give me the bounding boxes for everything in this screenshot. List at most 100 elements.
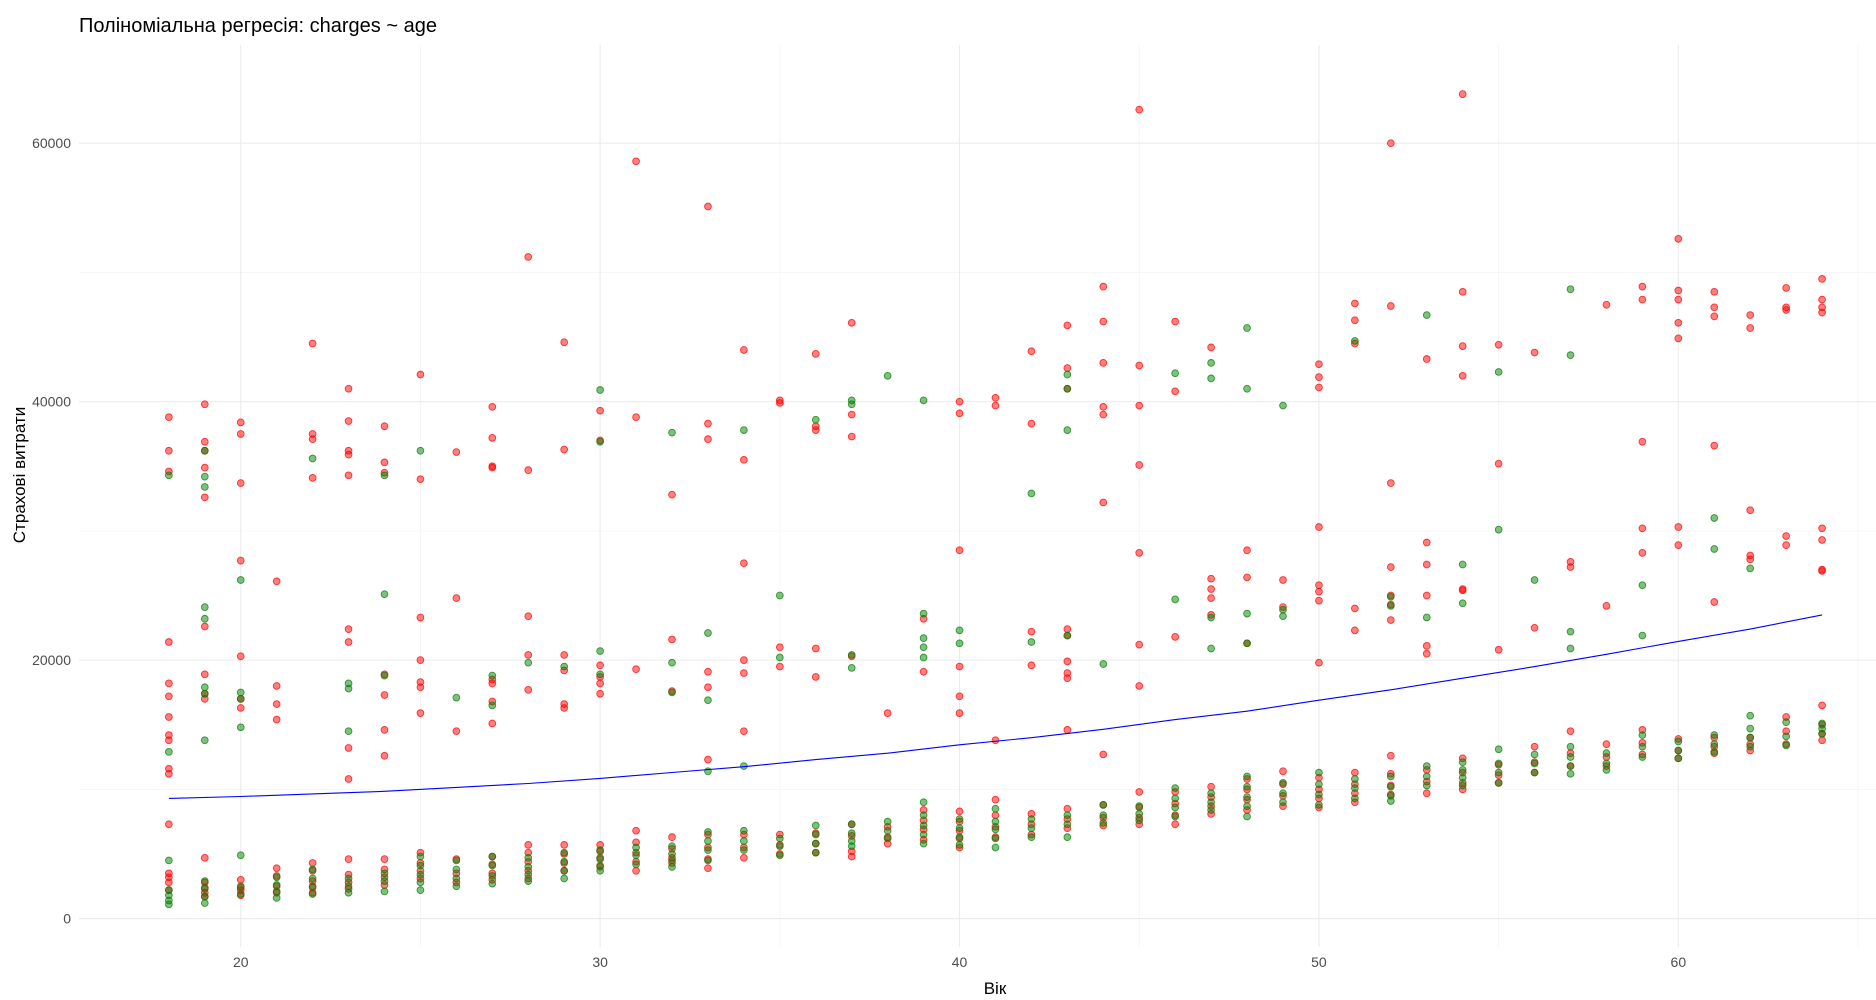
data-point	[308, 890, 317, 898]
data-point	[1602, 766, 1611, 774]
data-point	[308, 874, 317, 883]
data-point	[1027, 824, 1036, 832]
data-point	[775, 653, 784, 662]
data-point	[1386, 563, 1395, 571]
data-point	[1063, 820, 1072, 829]
data-point	[740, 426, 748, 434]
data-point	[488, 433, 497, 442]
data-point	[1207, 374, 1215, 383]
data-point	[1566, 727, 1575, 736]
data-point	[1530, 750, 1539, 759]
data-point	[1135, 802, 1144, 810]
data-point	[1494, 368, 1503, 376]
data-point	[1746, 742, 1755, 751]
data-point	[1099, 811, 1108, 820]
data-point	[1063, 384, 1072, 393]
data-point	[1638, 437, 1647, 446]
data-point	[1494, 768, 1503, 777]
data-point	[775, 662, 784, 671]
data-point	[380, 590, 389, 599]
data-point	[200, 670, 209, 679]
data-point	[1207, 343, 1215, 352]
data-point	[1458, 560, 1467, 569]
data-point	[775, 851, 784, 860]
data-point	[1243, 546, 1251, 555]
data-point	[1099, 660, 1108, 668]
data-point	[1315, 658, 1323, 667]
data-point	[165, 446, 173, 455]
data-point	[1782, 718, 1791, 726]
data-point	[488, 402, 497, 411]
data-point	[200, 603, 209, 611]
data-point	[1386, 592, 1395, 601]
data-point	[991, 795, 1000, 804]
data-point	[308, 435, 317, 443]
data-point	[1566, 769, 1575, 778]
data-point	[668, 856, 676, 865]
data-point	[1099, 819, 1108, 827]
data-point	[344, 625, 353, 633]
data-point	[200, 689, 209, 698]
data-point	[1710, 303, 1719, 312]
data-point	[1458, 758, 1467, 767]
data-point	[1422, 762, 1431, 770]
data-point	[632, 157, 640, 166]
data-point	[1063, 657, 1072, 666]
data-point	[524, 253, 533, 261]
data-point	[668, 428, 676, 437]
data-point	[1674, 234, 1683, 243]
data-point	[919, 396, 928, 405]
data-point	[488, 463, 497, 472]
data-point	[1422, 613, 1431, 622]
data-point	[165, 471, 173, 480]
data-point	[165, 820, 173, 829]
data-point	[200, 493, 209, 502]
data-point	[1458, 766, 1467, 774]
data-point	[236, 652, 245, 661]
data-point	[668, 863, 676, 871]
data-point	[775, 399, 784, 407]
data-point	[524, 877, 533, 885]
data-point	[1602, 749, 1611, 758]
data-point	[955, 662, 964, 671]
data-point	[919, 667, 928, 676]
data-point	[236, 890, 245, 898]
data-point	[1243, 384, 1251, 393]
y-tick-label: 60000	[32, 135, 71, 151]
data-point	[560, 841, 569, 849]
data-point	[1458, 586, 1467, 595]
data-point	[1422, 311, 1431, 319]
data-point	[811, 830, 820, 839]
data-point	[1027, 419, 1036, 428]
data-point	[236, 556, 245, 565]
data-point	[1099, 402, 1108, 411]
data-point	[883, 834, 892, 843]
chart-title: Поліноміальна регресія: charges ~ age	[79, 15, 437, 37]
data-point	[1710, 731, 1719, 739]
data-point	[704, 696, 712, 705]
data-point	[200, 483, 209, 491]
data-point	[1135, 810, 1144, 818]
data-point	[1458, 599, 1467, 608]
x-tick-label: 40	[952, 954, 968, 970]
x-tick-label: 20	[233, 954, 249, 970]
data-point	[1818, 567, 1826, 575]
data-point	[596, 670, 604, 679]
data-point	[344, 417, 353, 425]
data-point	[200, 472, 209, 481]
data-point	[344, 882, 353, 891]
data-point	[380, 471, 389, 480]
data-point	[1063, 426, 1072, 434]
data-point	[165, 856, 173, 865]
data-point	[1746, 733, 1755, 742]
data-point	[1135, 682, 1144, 690]
data-point	[955, 546, 964, 555]
data-point	[236, 479, 245, 487]
data-point	[1494, 645, 1503, 654]
data-point	[344, 888, 353, 897]
data-point	[991, 825, 1000, 834]
data-point	[919, 634, 928, 642]
data-point	[1207, 613, 1215, 622]
data-point	[847, 664, 856, 672]
data-point	[452, 727, 461, 736]
